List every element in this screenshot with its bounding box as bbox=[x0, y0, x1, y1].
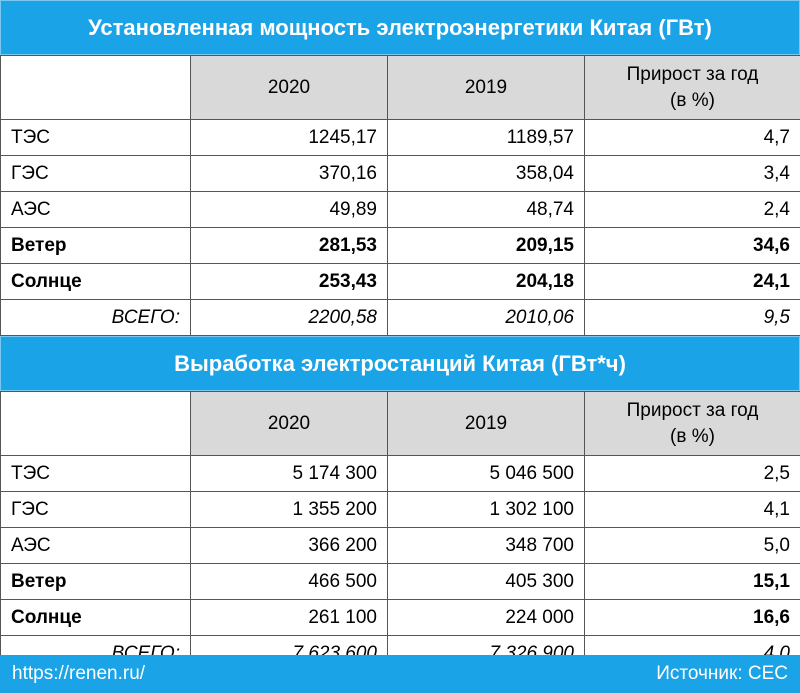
value-2020: 366 200 bbox=[190, 527, 388, 564]
footer-bar: https://renen.ru/ Источник: CEC bbox=[0, 655, 800, 693]
value-growth: 15,1 bbox=[584, 563, 800, 600]
header-row: 2020 2019 Прирост за год (в %) bbox=[0, 391, 800, 456]
total-2020: 2200,58 bbox=[190, 299, 388, 336]
value-2019: 204,18 bbox=[387, 263, 585, 300]
value-2020: 281,53 bbox=[190, 227, 388, 264]
value-2020: 370,16 bbox=[190, 155, 388, 192]
table-row: ГЭС 370,16 358,04 3,4 bbox=[0, 155, 800, 192]
total-2019: 2010,06 bbox=[387, 299, 585, 336]
footer-link[interactable]: https://renen.ru/ bbox=[12, 663, 146, 684]
value-2020: 466 500 bbox=[190, 563, 388, 600]
header-empty-cell bbox=[0, 55, 191, 120]
value-2019: 224 000 bbox=[387, 599, 585, 636]
header-2020: 2020 bbox=[190, 391, 388, 456]
row-name: ТЭС bbox=[0, 455, 191, 492]
header-growth: Прирост за год (в %) bbox=[584, 55, 800, 120]
table-row: ТЭС 5 174 300 5 046 500 2,5 bbox=[0, 455, 800, 492]
value-growth: 4,1 bbox=[584, 491, 800, 528]
value-growth: 2,4 bbox=[584, 191, 800, 228]
value-growth: 4,7 bbox=[584, 119, 800, 156]
row-name: Солнце bbox=[0, 599, 191, 636]
value-2019: 209,15 bbox=[387, 227, 585, 264]
value-2019: 48,74 bbox=[387, 191, 585, 228]
section2-title: Выработка электростанций Китая (ГВт*ч) bbox=[0, 336, 800, 391]
section1-title: Установленная мощность электроэнергетики… bbox=[0, 0, 800, 55]
total-growth: 9,5 bbox=[584, 299, 800, 336]
header-2019: 2019 bbox=[387, 391, 585, 456]
header-growth: Прирост за год (в %) bbox=[584, 391, 800, 456]
table-row: Солнце 261 100 224 000 16,6 bbox=[0, 599, 800, 636]
header-row: 2020 2019 Прирост за год (в %) bbox=[0, 55, 800, 120]
row-name: АЭС bbox=[0, 191, 191, 228]
value-2020: 261 100 bbox=[190, 599, 388, 636]
row-name: АЭС bbox=[0, 527, 191, 564]
installed-capacity-table: 2020 2019 Прирост за год (в %) ТЭС 1245,… bbox=[0, 55, 800, 336]
value-2019: 405 300 bbox=[387, 563, 585, 600]
value-growth: 3,4 bbox=[584, 155, 800, 192]
table-row: ТЭС 1245,17 1189,57 4,7 bbox=[0, 119, 800, 156]
value-2019: 358,04 bbox=[387, 155, 585, 192]
header-2020: 2020 bbox=[190, 55, 388, 120]
value-2019: 1 302 100 bbox=[387, 491, 585, 528]
header-growth-line1: Прирост за год bbox=[626, 399, 759, 421]
value-2019: 348 700 bbox=[387, 527, 585, 564]
value-2020: 49,89 bbox=[190, 191, 388, 228]
value-2019: 5 046 500 bbox=[387, 455, 585, 492]
table-row: ГЭС 1 355 200 1 302 100 4,1 bbox=[0, 491, 800, 528]
value-growth: 24,1 bbox=[584, 263, 800, 300]
table-row: АЭС 366 200 348 700 5,0 bbox=[0, 527, 800, 564]
header-2019: 2019 bbox=[387, 55, 585, 120]
row-name: ТЭС bbox=[0, 119, 191, 156]
generation-table: 2020 2019 Прирост за год (в %) ТЭС 5 174… bbox=[0, 391, 800, 672]
table-row: АЭС 49,89 48,74 2,4 bbox=[0, 191, 800, 228]
row-name: Ветер bbox=[0, 227, 191, 264]
table-row: Ветер 281,53 209,15 34,6 bbox=[0, 227, 800, 264]
header-empty-cell bbox=[0, 391, 191, 456]
row-name: ГЭС bbox=[0, 155, 191, 192]
value-2020: 5 174 300 bbox=[190, 455, 388, 492]
value-2020: 1 355 200 bbox=[190, 491, 388, 528]
header-growth-line2: (в %) bbox=[670, 425, 715, 447]
total-row: ВСЕГО: 2200,58 2010,06 9,5 bbox=[0, 299, 800, 336]
row-name: Солнце bbox=[0, 263, 191, 300]
footer-source: Источник: CEC bbox=[656, 663, 788, 684]
value-growth: 5,0 bbox=[584, 527, 800, 564]
total-label: ВСЕГО: bbox=[0, 299, 191, 336]
row-name: Ветер bbox=[0, 563, 191, 600]
value-growth: 34,6 bbox=[584, 227, 800, 264]
value-2020: 1245,17 bbox=[190, 119, 388, 156]
table-row: Ветер 466 500 405 300 15,1 bbox=[0, 563, 800, 600]
value-growth: 2,5 bbox=[584, 455, 800, 492]
value-growth: 16,6 bbox=[584, 599, 800, 636]
table-row: Солнце 253,43 204,18 24,1 bbox=[0, 263, 800, 300]
value-2020: 253,43 bbox=[190, 263, 388, 300]
value-2019: 1189,57 bbox=[387, 119, 585, 156]
header-growth-line1: Прирост за год bbox=[626, 63, 759, 85]
header-growth-line2: (в %) bbox=[670, 89, 715, 111]
row-name: ГЭС bbox=[0, 491, 191, 528]
